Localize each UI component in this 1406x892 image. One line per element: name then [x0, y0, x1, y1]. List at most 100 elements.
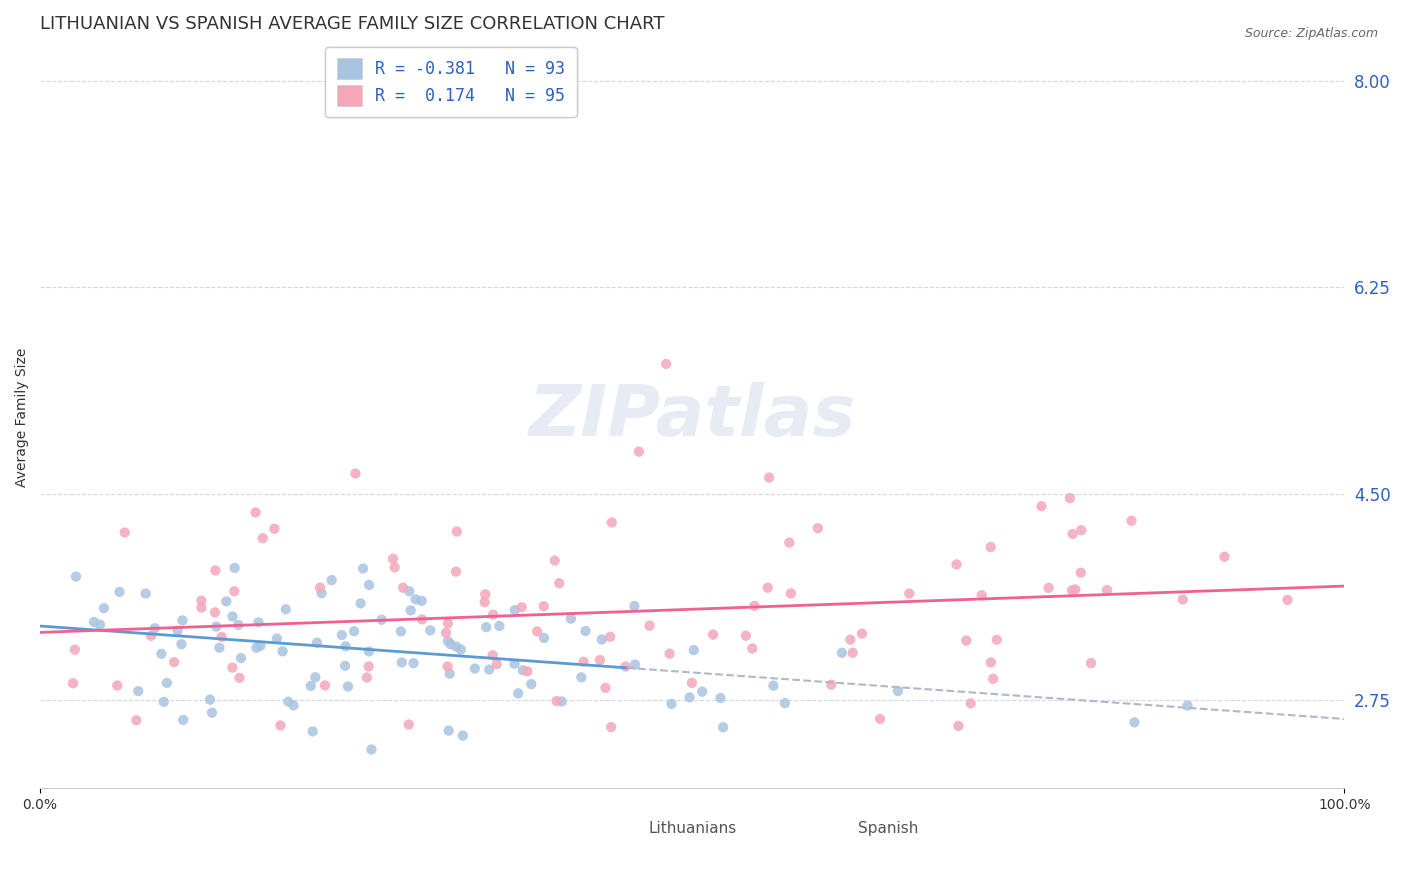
Lithuanians [335, 640, 357, 654]
Lithuanians [247, 615, 270, 630]
Spanish [734, 629, 756, 643]
Spanish [744, 599, 766, 613]
Lithuanians [245, 640, 267, 655]
Spanish [948, 719, 970, 733]
Spanish [434, 625, 457, 640]
Spanish [485, 657, 508, 672]
Lithuanians [277, 695, 299, 709]
Spanish [986, 632, 1008, 647]
Lithuanians [773, 696, 796, 710]
Spanish [63, 642, 86, 657]
Lithuanians [478, 663, 501, 677]
Lithuanians [152, 695, 174, 709]
Lithuanians [440, 637, 463, 651]
Lithuanians [215, 594, 238, 608]
Spanish [411, 612, 433, 626]
Spanish [481, 648, 503, 663]
Lithuanians [274, 602, 297, 616]
Spanish [778, 535, 800, 549]
Spanish [1277, 593, 1299, 607]
Lithuanians [389, 624, 412, 639]
Lithuanians [172, 614, 194, 628]
Lithuanians [170, 637, 193, 651]
Spanish [446, 524, 468, 539]
Spanish [204, 606, 226, 620]
Lithuanians [402, 656, 425, 670]
Spanish [436, 659, 458, 673]
Lithuanians [93, 601, 115, 615]
Spanish [190, 600, 212, 615]
Lithuanians [221, 609, 243, 624]
Spanish [572, 655, 595, 669]
Lithuanians [208, 640, 231, 655]
Lithuanians [661, 697, 683, 711]
Lithuanians [359, 578, 381, 592]
Lithuanians [198, 692, 221, 706]
Lithuanians [887, 684, 910, 698]
Lithuanians [311, 586, 333, 600]
Spanish [384, 560, 406, 574]
Spanish [638, 618, 661, 632]
Spanish [444, 565, 467, 579]
Spanish [658, 647, 681, 661]
Spanish [820, 678, 842, 692]
Spanish [756, 581, 779, 595]
Lithuanians [1123, 715, 1146, 730]
Lithuanians [166, 624, 188, 638]
Lithuanians [349, 596, 371, 610]
Lithuanians [143, 621, 166, 635]
Spanish [599, 630, 621, 644]
Spanish [1064, 582, 1087, 597]
Lithuanians [352, 561, 374, 575]
Spanish [314, 678, 336, 692]
Lithuanians [560, 612, 582, 626]
Lithuanians [533, 631, 555, 645]
Spanish [357, 659, 380, 673]
Lithuanians [249, 639, 271, 653]
Lithuanians [398, 584, 420, 599]
Lithuanians [475, 620, 498, 634]
Lithuanians [1177, 698, 1199, 713]
Lithuanians [343, 624, 366, 639]
Spanish [114, 525, 136, 540]
Spanish [955, 633, 977, 648]
Spanish [344, 467, 367, 481]
Spanish [600, 720, 623, 734]
Spanish [1080, 656, 1102, 670]
Text: ZIPatlas: ZIPatlas [529, 383, 856, 451]
Lithuanians [108, 584, 131, 599]
Lithuanians [83, 615, 105, 629]
Spanish [204, 564, 226, 578]
Spanish [1038, 581, 1060, 595]
Spanish [190, 593, 212, 607]
Spanish [125, 713, 148, 727]
Lithuanians [299, 679, 322, 693]
Spanish [228, 671, 250, 685]
Spanish [1095, 582, 1118, 597]
Spanish [945, 558, 967, 572]
Spanish [269, 718, 291, 732]
Lithuanians [591, 632, 613, 647]
Spanish [898, 586, 921, 600]
Spanish [655, 357, 678, 371]
Spanish [221, 660, 243, 674]
Lithuanians [831, 646, 853, 660]
Lithuanians [321, 573, 343, 587]
Spanish [1121, 514, 1143, 528]
Lithuanians [205, 619, 228, 633]
Spanish [981, 672, 1004, 686]
Spanish [1070, 566, 1092, 580]
Text: Spanish: Spanish [858, 821, 918, 836]
Lithuanians [370, 613, 392, 627]
Lithuanians [172, 713, 194, 727]
Lithuanians [305, 636, 328, 650]
Lithuanians [411, 594, 433, 608]
Lithuanians [336, 680, 359, 694]
Spanish [474, 595, 496, 609]
Lithuanians [709, 690, 731, 705]
Spanish [356, 671, 378, 685]
Spanish [546, 694, 568, 708]
Spanish [245, 505, 267, 519]
Spanish [1031, 500, 1053, 514]
Lithuanians [360, 742, 382, 756]
